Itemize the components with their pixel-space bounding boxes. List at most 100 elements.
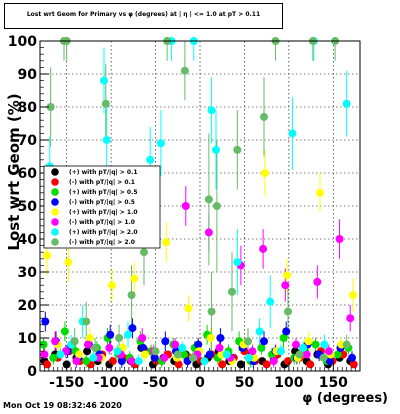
x-tick-label: -50 [143,375,169,391]
data-point [75,350,84,359]
ticks [40,40,356,372]
data-point [60,327,69,336]
data-point [269,357,278,366]
data-point [40,350,49,359]
data-point [140,248,148,257]
data-point [134,357,143,366]
legend-entry: (-) with pT/|q| > 2.0 [69,239,135,246]
data-point [200,357,209,366]
y-tick-label: 30 [18,265,38,281]
data-point [316,188,324,197]
legend-marker [51,238,59,246]
data-point [205,350,214,359]
legend-marker [51,198,59,206]
data-point [64,258,73,267]
markers [39,37,358,369]
data-point [117,357,126,366]
data-point [259,244,268,253]
legend-marker [51,208,59,216]
legend-marker [51,228,59,236]
data-point [178,343,187,352]
data-point [236,360,245,369]
data-point [212,145,220,154]
data-point [106,330,115,339]
legend-entry: (-) with pT/|q| > 0.1 [69,179,135,186]
legend-marker [51,168,59,176]
legend-entry: (+) with pT/|q| > 2.0 [69,229,138,236]
data-point [173,350,182,359]
data-point [130,274,139,283]
data-point [260,169,269,177]
legend-entry: (-) with pT/|q| > 0.5 [69,199,135,206]
y-tick-label: 80 [18,100,38,116]
data-point [188,353,197,362]
data-point [257,343,266,352]
data-point [41,317,50,326]
data-point [56,350,65,359]
data-point [244,337,252,346]
data-point [302,350,311,359]
data-point [108,281,116,290]
data-point [43,251,52,260]
data-point [91,343,100,352]
data-point [82,357,91,366]
data-point [325,357,334,366]
legend-entry: (+) with pT/|q| > 0.1 [69,169,138,176]
x-axis-label: φ (degrees) [302,391,388,406]
data-point [335,235,344,243]
data-point [70,337,79,346]
y-tick-label: 10 [18,331,38,347]
data-point [181,202,190,210]
data-point [222,350,231,359]
data-point [216,334,225,342]
data-point [156,139,165,148]
data-point [266,297,275,306]
data-point [127,291,136,300]
data-point [304,337,313,346]
data-point [342,340,351,349]
data-point [146,155,155,164]
legend-entry: (+) with pT/|q| > 0.5 [69,189,138,196]
data-point [100,76,108,85]
data-point [46,103,55,111]
legend: (+) with pT/|q| > 0.1 (-) with pT/|q| > 0… [43,165,161,249]
y-tick-label: 60 [18,166,38,182]
data-point [124,330,132,339]
data-point [349,360,358,369]
x-tick-label: 50 [235,375,255,391]
y-tick-label: 70 [18,133,38,149]
data-point [105,343,114,352]
data-point [101,99,110,108]
data-point [150,353,159,362]
data-point [102,136,111,144]
data-point [215,343,224,352]
data-point [174,360,183,369]
data-point [282,327,291,336]
data-point [260,337,268,346]
data-point [89,353,98,362]
data-point [228,287,236,296]
data-point [311,340,320,349]
data-point [140,350,149,359]
legend-marker [51,218,59,226]
legend-marker [51,178,59,186]
data-point [299,343,308,352]
legend-entry: (-) with pT/|q| > 1.0 [69,219,135,226]
y-tick-label: 0 [27,364,37,380]
x-tick-label: -100 [94,375,129,391]
data-point [320,340,329,349]
data-point [206,334,215,342]
data-point [151,347,160,356]
y-tick-label: 40 [18,232,38,248]
y-tick-label: 90 [18,67,38,83]
legend-box [43,165,161,249]
data-point [324,347,333,356]
data-point [284,307,292,316]
data-point [212,202,221,210]
legend-entry: (+) with pT/|q| > 1.0 [69,209,138,216]
data-point [204,195,213,204]
data-point [260,112,268,121]
data-point [292,340,300,349]
data-point [115,334,124,342]
data-point [348,291,357,300]
